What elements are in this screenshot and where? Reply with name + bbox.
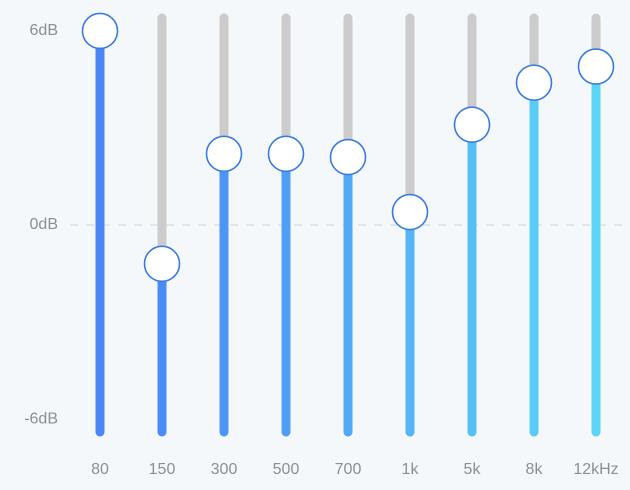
slider-knob[interactable] <box>577 48 615 85</box>
y-tick-label: 6dB <box>30 22 58 39</box>
band-label: 80 <box>91 461 109 478</box>
band-label: 1k <box>402 461 420 478</box>
slider-knob[interactable] <box>205 135 243 173</box>
band-label: 150 <box>149 461 176 478</box>
slider-knob[interactable] <box>515 64 553 101</box>
band-label: 300 <box>211 461 238 478</box>
slider-knob[interactable] <box>81 12 119 50</box>
slider-knob[interactable] <box>391 193 429 231</box>
slider-knob[interactable] <box>329 138 367 176</box>
slider-knob[interactable] <box>267 135 305 173</box>
slider-knob[interactable] <box>453 106 491 144</box>
y-tick-label: -6dB <box>24 410 58 427</box>
y-tick-label: 0dB <box>30 216 58 233</box>
band-label: 8k <box>526 461 544 478</box>
slider-knob[interactable] <box>143 245 181 283</box>
band-label: 12kHz <box>573 461 618 478</box>
band-label: 5k <box>464 461 482 478</box>
band-label: 500 <box>273 461 300 478</box>
band-label: 700 <box>335 461 362 478</box>
